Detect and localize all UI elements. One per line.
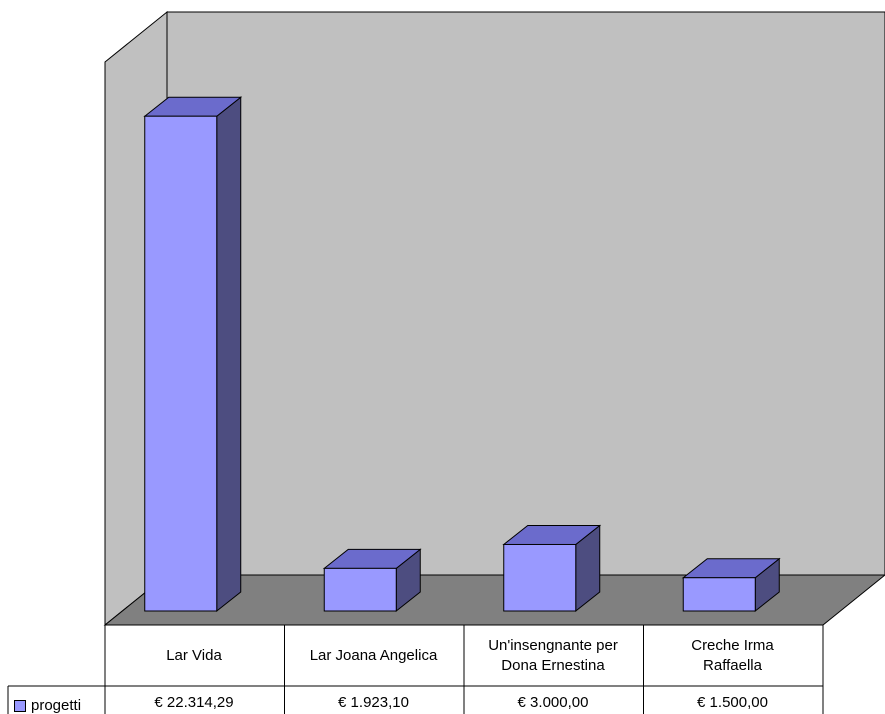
value-label: € 22.314,29 (154, 694, 234, 711)
category-label: Un'insengnante per Dona Ernestina (464, 636, 642, 676)
category-label: Lar Vida (105, 646, 283, 666)
legend-label: progetti (31, 697, 82, 714)
bar-front (144, 115, 218, 612)
bar-front (503, 543, 577, 612)
chart-bars (143, 96, 781, 613)
legend-swatch (14, 699, 26, 712)
bar-2 (322, 548, 422, 613)
value-label: € 1.923,10 (338, 694, 409, 711)
bar-side (216, 96, 242, 613)
bar-3 (502, 524, 602, 613)
legend: progetti (14, 697, 81, 714)
category-label-line: Lar Joana Angelica (309, 646, 438, 664)
category-label-line: Dona Ernestina (501, 656, 605, 674)
category-label-line: Creche Irma (691, 636, 774, 654)
category-label-line: Raffaella (703, 656, 762, 674)
back-wall (166, 11, 885, 576)
bar-1 (143, 96, 243, 613)
bar-4 (681, 557, 781, 613)
bar-front (323, 567, 397, 612)
data-table-grid (7, 624, 824, 714)
category-label-line: Lar Vida (166, 646, 222, 664)
category-label-line: Un'insengnante per (488, 636, 618, 654)
bar-front (682, 577, 756, 612)
value-label: € 3.000,00 (517, 694, 589, 711)
value-label: € 1.500,00 (697, 694, 768, 711)
category-label: Lar Joana Angelica (285, 646, 463, 666)
category-label: Creche Irma Raffaella (644, 636, 822, 676)
